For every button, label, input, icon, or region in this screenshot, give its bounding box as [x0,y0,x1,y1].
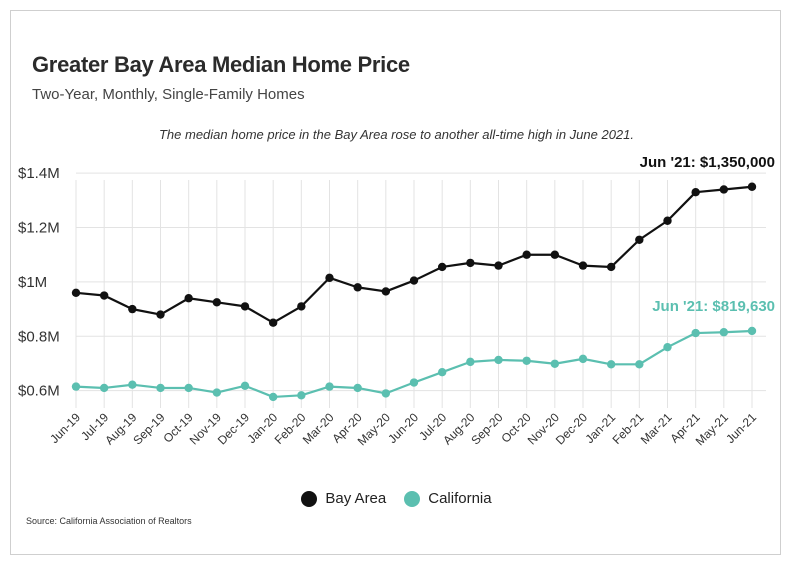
data-point-california [184,383,193,393]
data-point-bay-area [719,185,729,194]
data-point-california [606,360,616,369]
data-point-california [522,356,531,365]
chart-frame [10,10,781,555]
data-point-california [212,388,222,397]
data-point-bay-area [494,261,503,270]
data-point-bay-area [606,262,616,272]
chart-title: Greater Bay Area Median Home Price [32,52,410,77]
data-point-bay-area [409,276,419,285]
data-point-bay-area [550,250,560,259]
legend-item-california: California [404,490,492,507]
chart-subtitle: Two-Year, Monthly, Single-Family Homes [32,86,305,103]
data-point-bay-area [437,262,447,272]
data-point-bay-area [635,235,644,244]
data-point-california [325,382,334,391]
data-point-bay-area [297,302,306,311]
data-point-california [156,383,165,393]
end-value-label: Jun '21: $1,350,000 [640,154,775,171]
data-point-bay-area [381,287,391,296]
chart-annotation: The median home price in the Bay Area ro… [158,127,634,142]
x-tick-label: Mar-20 [300,410,337,447]
data-point-california [663,342,672,352]
y-tick-label: $1M [18,274,47,291]
data-point-bay-area [184,294,193,303]
data-point-bay-area [522,250,531,259]
data-point-bay-area [353,283,362,292]
data-point-california [550,359,560,368]
data-point-bay-area [325,273,334,283]
data-point-california [268,392,278,402]
y-tick-label: $1.2M [18,220,60,237]
data-point-california [240,381,250,390]
x-tick-label: Dec-20 [553,410,590,447]
legend-swatch-california [404,490,421,507]
data-point-bay-area [99,291,109,300]
data-point-california [381,389,391,398]
data-point-bay-area [71,288,81,297]
data-point-california [353,383,362,393]
legend-swatch-bay-area [301,490,318,507]
data-point-bay-area [156,310,165,319]
source-note: Source: California Association of Realto… [26,516,192,526]
data-point-california [578,354,588,364]
data-point-california [437,367,447,377]
data-point-california [691,328,700,338]
x-tick-label: Sep-19 [130,410,167,447]
data-point-california [297,391,306,400]
y-tick-label: $1.4M [18,165,60,182]
data-point-california [466,357,475,367]
legend-label-california: California [428,490,492,507]
data-point-bay-area [466,258,475,268]
data-point-california [494,355,503,365]
x-tick-label: Sep-20 [468,410,505,447]
y-tick-label: $0.6M [18,383,60,400]
x-tick-label: Jun-19 [47,410,83,446]
data-point-california [747,326,757,336]
x-tick-label: Jun-20 [385,410,421,446]
data-point-bay-area [268,318,278,327]
data-point-bay-area [691,187,700,197]
x-tick-label: Mar-21 [638,410,675,447]
end-value-label: Jun '21: $819,630 [652,298,775,315]
data-point-bay-area [212,298,222,307]
data-point-california [719,328,729,337]
legend-label-bay-area: Bay Area [325,490,387,507]
x-tick-label: May-20 [355,410,393,448]
data-point-california [409,378,419,387]
data-point-bay-area [578,261,588,270]
x-tick-label: Jun-21 [723,410,759,446]
data-point-bay-area [128,304,137,314]
legend-item-bay-area: Bay Area [301,490,386,507]
legend: Bay Area California [0,490,793,507]
data-point-california [635,360,644,369]
data-point-california [71,382,81,391]
data-point-bay-area [747,182,757,191]
x-tick-label: May-21 [693,410,731,448]
data-point-bay-area [663,216,672,225]
data-point-california [128,380,137,389]
data-point-california [99,383,109,393]
data-point-bay-area [240,302,250,311]
x-tick-label: Dec-19 [215,410,252,447]
y-tick-label: $0.8M [18,328,60,345]
